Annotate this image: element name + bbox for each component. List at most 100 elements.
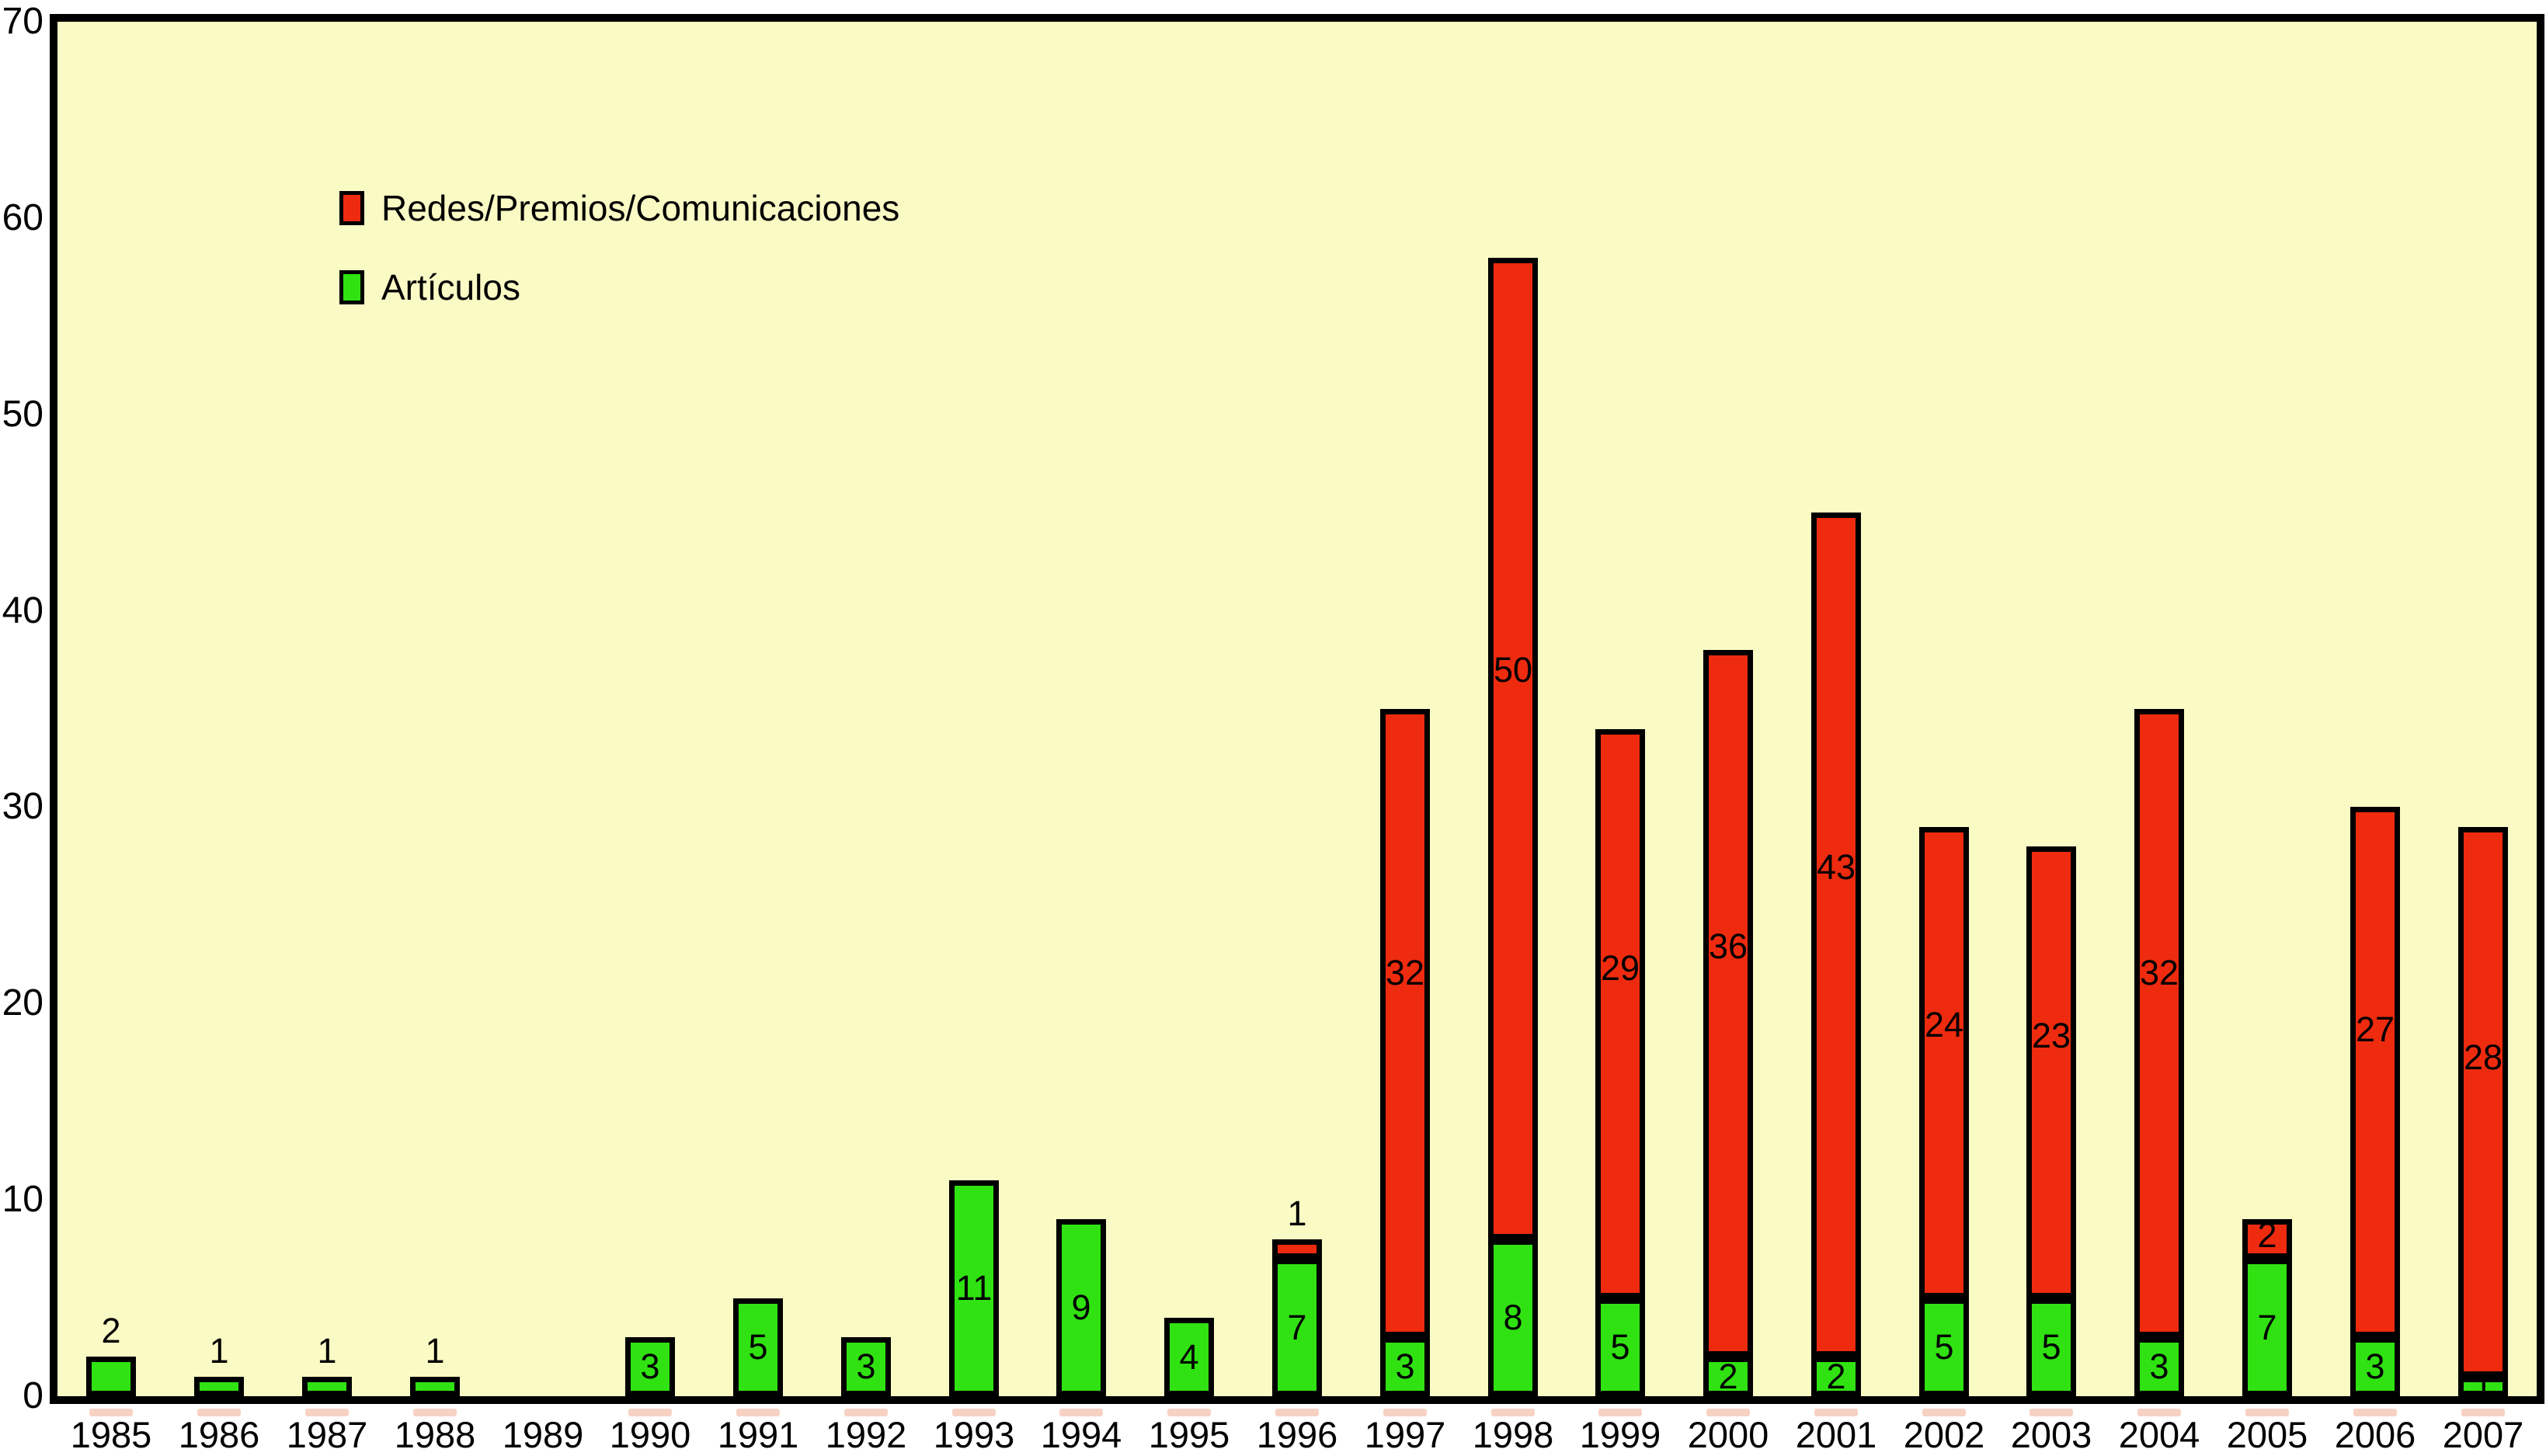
bar-value-label-red-1996: 1	[1287, 1194, 1307, 1233]
bar-1996-redes-segment	[1272, 1239, 1322, 1259]
x-axis-tick-label-1993: 1993	[933, 1414, 1015, 1455]
axis-under-tick-1994	[1059, 1409, 1103, 1416]
bar-value-label-green-1999: 5	[1610, 1327, 1630, 1367]
bar-value-label-green-2006: 3	[2365, 1347, 2385, 1386]
bar-1986-articulos-segment	[194, 1377, 244, 1396]
x-axis-tick-label-1990: 1990	[609, 1414, 691, 1455]
bar-2005-redes-segment	[2242, 1219, 2292, 1259]
axis-under-tick-1998	[1491, 1409, 1535, 1416]
y-axis-tick-label-70: 70	[2, 1, 43, 42]
bar-value-label-green-1986: 1	[209, 1331, 229, 1371]
bar-value-label-red-1997: 32	[1385, 953, 1425, 992]
plot-area: 2 1 1 1 3 5 3 11 9 4 7 1 3 32 8 50 5 29 2 36 2 43 5 24 5 23 3 32 7 2 3…	[50, 14, 2544, 1404]
x-axis-tick-label-1989: 1989	[502, 1414, 584, 1455]
bar-2004-redes-segment	[2134, 709, 2184, 1337]
bar-value-label-green-2002: 5	[1934, 1327, 1954, 1367]
x-axis-tick-label-1986: 1986	[178, 1414, 260, 1455]
axis-under-tick-1986	[197, 1409, 241, 1416]
bar-1996-articulos-segment	[1272, 1259, 1322, 1396]
axis-under-tick-1987	[305, 1409, 349, 1416]
axis-under-tick-1999	[1598, 1409, 1642, 1416]
bar-value-label-green-1998: 8	[1503, 1298, 1523, 1337]
bar-value-label-green-2000: 2	[1718, 1357, 1738, 1396]
legend: Redes/Premios/Comunicaciones Artículos	[339, 190, 899, 349]
bar-value-label-red-2000: 36	[1708, 926, 1748, 966]
bar-2005-articulos-segment	[2242, 1259, 2292, 1396]
x-axis-tick-label-2006: 2006	[2334, 1414, 2416, 1455]
bar-value-label-green-1992: 3	[856, 1347, 876, 1386]
bar-1991-articulos-segment	[733, 1298, 783, 1396]
x-axis-tick-label-1985: 1985	[70, 1414, 152, 1455]
bar-1987-articulos-segment	[302, 1377, 352, 1396]
axis-under-tick-2005	[2245, 1409, 2289, 1416]
x-axis-tick-label-1999: 1999	[1579, 1414, 1661, 1455]
bar-2002-redes-segment	[1919, 827, 1969, 1298]
axis-under-tick-1993	[952, 1409, 996, 1416]
bar-1994-articulos-segment	[1056, 1219, 1106, 1396]
bar-value-label-green-1987: 1	[317, 1331, 337, 1371]
y-axis-tick-label-0: 0	[23, 1375, 43, 1416]
legend-row-articulos: Artículos	[339, 269, 899, 305]
axis-under-tick-2001	[1814, 1409, 1858, 1416]
y-axis-tick-label-30: 30	[2, 786, 43, 827]
bar-2001-articulos-segment	[1811, 1357, 1861, 1396]
x-axis-tick-label-1994: 1994	[1040, 1414, 1122, 1455]
bar-value-label-green-2005: 7	[2257, 1308, 2277, 1347]
bar-value-label-green-1988: 1	[425, 1331, 445, 1371]
bar-1999-articulos-segment	[1595, 1298, 1645, 1396]
bar-value-label-green-2003: 5	[2041, 1327, 2061, 1367]
bar-1997-articulos-segment	[1380, 1337, 1430, 1396]
bar-2003-articulos-segment	[2026, 1298, 2076, 1396]
bar-value-label-red-2003: 23	[2031, 1016, 2071, 1055]
axis-under-tick-1996	[1275, 1409, 1319, 1416]
bar-value-label-red-2005: 2	[2257, 1215, 2277, 1255]
x-axis-tick-label-2003: 2003	[2010, 1414, 2092, 1455]
y-axis-tick-label-20: 20	[2, 982, 43, 1023]
axis-under-tick-2002	[1922, 1409, 1966, 1416]
x-axis-tick-label-2001: 2001	[1795, 1414, 1877, 1455]
bar-value-label-green-1995: 4	[1179, 1337, 1199, 1377]
axis-under-tick-2007	[2461, 1409, 2505, 1416]
x-axis-tick-label-2005: 2005	[2226, 1414, 2308, 1455]
axis-under-tick-2004	[2137, 1409, 2181, 1416]
bar-2001-redes-segment	[1811, 513, 1861, 1357]
bar-1993-articulos-segment	[949, 1180, 999, 1396]
bar-value-label-green-1991: 5	[748, 1327, 768, 1367]
bar-2007-redes-segment	[2458, 827, 2508, 1377]
bar-value-label-red-1998: 50	[1493, 650, 1533, 690]
bar-value-label-green-2007: 1	[2464, 1382, 2503, 1391]
axis-under-tick-1997	[1383, 1409, 1427, 1416]
x-axis-tick-label-2007: 2007	[2442, 1414, 2524, 1455]
bar-1998-articulos-segment	[1488, 1239, 1538, 1396]
bar-value-label-red-2001: 43	[1816, 847, 1856, 887]
y-axis-tick-label-60: 60	[2, 197, 43, 238]
axis-under-tick-1992	[844, 1409, 888, 1416]
x-axis-tick-label-2002: 2002	[1903, 1414, 1985, 1455]
bar-value-label-red-2007: 28	[2463, 1037, 2503, 1077]
bar-2002-articulos-segment	[1919, 1298, 1969, 1396]
x-axis-tick-label-1992: 1992	[825, 1414, 907, 1455]
bar-1998-redes-segment	[1488, 258, 1538, 1239]
bar-1992-articulos-segment	[841, 1337, 891, 1396]
red-legend-swatch-icon	[339, 191, 364, 225]
legend-row-redes: Redes/Premios/Comunicaciones	[339, 190, 899, 226]
bar-value-label-green-1993: 11	[955, 1268, 993, 1308]
bar-value-label-green-1985: 2	[101, 1311, 121, 1350]
x-axis-tick-label-1996: 1996	[1256, 1414, 1338, 1455]
bar-2006-articulos-segment	[2350, 1337, 2400, 1396]
bar-value-label-red-2004: 32	[2139, 953, 2179, 992]
bar-value-label-red-1999: 29	[1600, 948, 1640, 988]
x-axis-tick-label-1991: 1991	[717, 1414, 799, 1455]
x-axis-tick-label-1987: 1987	[286, 1414, 368, 1455]
axis-under-tick-2003	[2029, 1409, 2073, 1416]
bar-2004-articulos-segment	[2134, 1337, 2184, 1396]
legend-label-redes: Redes/Premios/Comunicaciones	[381, 188, 900, 228]
axis-under-tick-1995	[1167, 1409, 1211, 1416]
bar-value-label-green-2001: 2	[1826, 1357, 1846, 1396]
plot-inner: 2 1 1 1 3 5 3 11 9 4 7 1 3 32 8 50 5 29 2 36 2 43 5 24 5 23 3 32 7 2 3…	[57, 22, 2537, 1396]
bar-value-label-red-2006: 27	[2355, 1009, 2395, 1049]
axis-under-tick-1991	[736, 1409, 780, 1416]
axis-under-tick-2006	[2353, 1409, 2397, 1416]
axis-under-tick-2000	[1706, 1409, 1750, 1416]
